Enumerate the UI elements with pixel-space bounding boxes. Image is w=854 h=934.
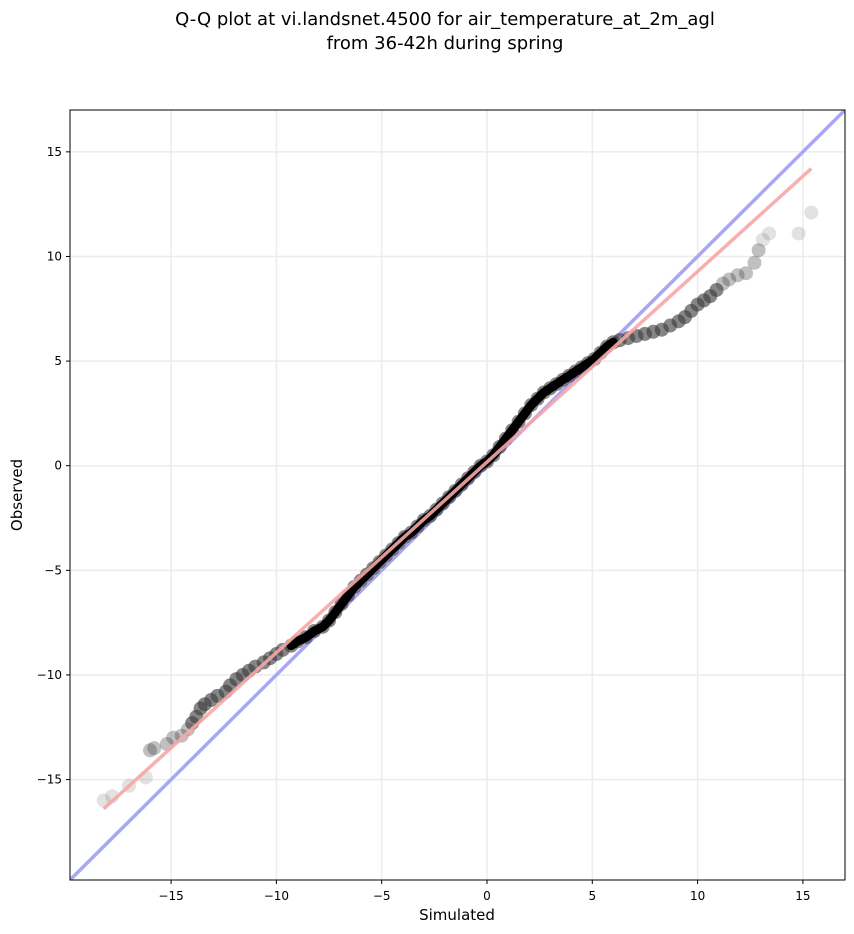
chart-title-line-1: Q-Q plot at vi.landsnet.4500 for air_tem… <box>175 9 715 30</box>
scatter-point <box>804 205 819 220</box>
y-tick-label: −15 <box>37 773 62 787</box>
scatter-point <box>739 266 754 281</box>
scatter-point <box>147 741 162 756</box>
scatter-point <box>709 282 724 297</box>
y-tick-label: −10 <box>37 668 62 682</box>
grid <box>70 110 845 880</box>
axes: −15 −10 −5 0 5 10 15 15 10 5 0 −5 −10 −15 <box>37 145 811 903</box>
chart-title: Q-Q plot at vi.landsnet.4500 for air_tem… <box>0 8 854 56</box>
scatter-point <box>751 243 766 258</box>
plot-frame <box>69 109 846 881</box>
x-tick-label: 15 <box>795 889 810 903</box>
scatter-point <box>174 728 189 743</box>
fit-line <box>102 167 813 811</box>
x-tick-label: −5 <box>373 889 391 903</box>
scatter-point <box>762 226 777 241</box>
x-tick-label: 0 <box>483 889 491 903</box>
y-tick-label: 0 <box>54 459 62 473</box>
scatter-point <box>730 268 745 283</box>
scatter-point <box>791 226 806 241</box>
y-tick-label: 15 <box>47 145 62 159</box>
y-tick-label: 10 <box>47 249 62 263</box>
y-tick-label: −5 <box>44 563 62 577</box>
scatter-point <box>715 276 730 291</box>
y-tick-label: 5 <box>54 354 62 368</box>
x-axis-label: Simulated <box>419 906 495 924</box>
x-tick-label: −15 <box>158 889 183 903</box>
scatter-point <box>143 743 158 758</box>
scatter-point <box>747 255 762 270</box>
x-tick-label: 5 <box>588 889 596 903</box>
x-tick-label: −10 <box>264 889 289 903</box>
scatter-point <box>722 272 737 287</box>
plot-area <box>70 110 845 880</box>
x-tick-label: 10 <box>690 889 705 903</box>
chart-title-line-2: from 36-42h during spring <box>326 33 564 54</box>
y-axis-label: Observed <box>8 459 26 531</box>
scatter-point <box>755 232 770 247</box>
